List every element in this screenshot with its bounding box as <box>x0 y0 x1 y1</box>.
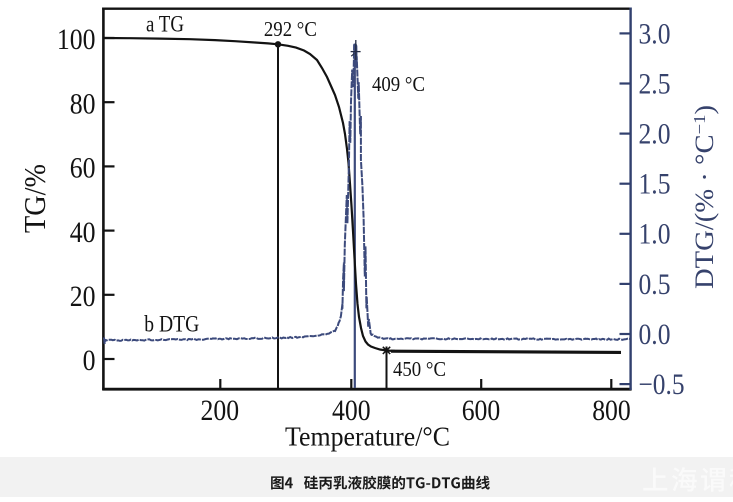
svg-text:2.5: 2.5 <box>639 68 671 100</box>
svg-text:a TG: a TG <box>146 11 184 36</box>
svg-text:20: 20 <box>70 281 96 313</box>
svg-text:292 °C: 292 °C <box>264 17 317 41</box>
svg-text:3.0: 3.0 <box>639 18 671 50</box>
svg-text:1.5: 1.5 <box>639 169 671 201</box>
svg-text:1.0: 1.0 <box>639 219 671 251</box>
svg-text:409 °C: 409 °C <box>372 72 425 96</box>
svg-text:400: 400 <box>332 395 371 427</box>
svg-text:2.0: 2.0 <box>639 119 671 151</box>
svg-text:800: 800 <box>592 395 631 427</box>
svg-text:0: 0 <box>83 345 96 377</box>
svg-text:b DTG: b DTG <box>144 312 199 337</box>
svg-text:Temperature/°C: Temperature/°C <box>285 421 450 451</box>
svg-text:100: 100 <box>57 24 96 56</box>
svg-text:DTG/(% · °C−1): DTG/(% · °C−1) <box>690 105 719 289</box>
svg-text:TG/%: TG/% <box>17 164 52 233</box>
svg-text:−0.5: −0.5 <box>639 369 685 401</box>
svg-text:40: 40 <box>70 217 96 249</box>
svg-text:80: 80 <box>70 88 96 120</box>
svg-text:200: 200 <box>201 395 240 427</box>
svg-text:450 °C: 450 °C <box>393 357 446 381</box>
svg-text:600: 600 <box>462 395 501 427</box>
svg-text:0.0: 0.0 <box>639 319 671 351</box>
svg-text:0.5: 0.5 <box>639 269 671 301</box>
svg-text:60: 60 <box>70 153 96 185</box>
